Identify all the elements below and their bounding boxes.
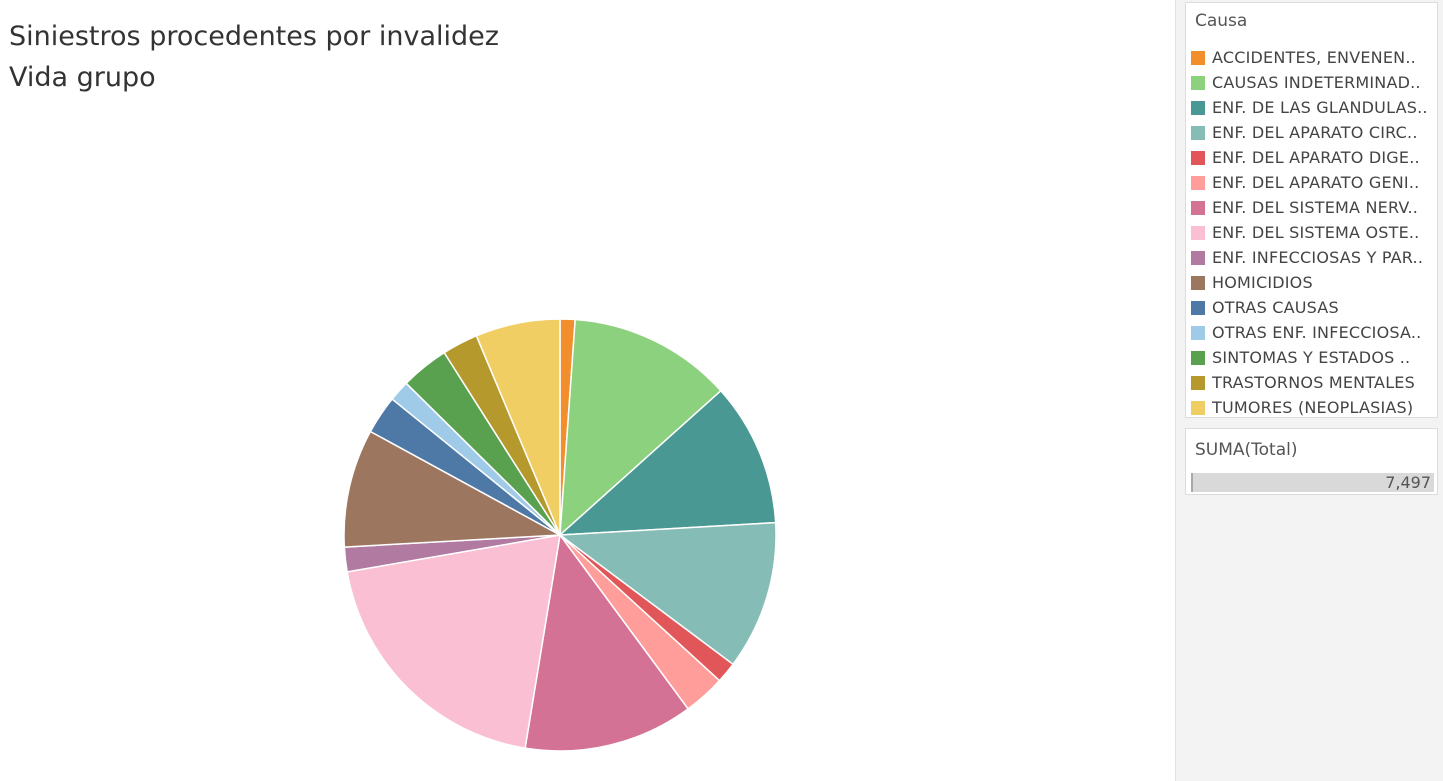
legend-item[interactable]: SINTOMAS Y ESTADOS .. bbox=[1191, 345, 1436, 370]
legend-item[interactable]: OTRAS CAUSAS bbox=[1191, 295, 1436, 320]
pie-slice-enf-del-sistema-nerv[interactable] bbox=[524, 534, 689, 752]
chart-title-line-2: Vida grupo bbox=[9, 62, 156, 93]
sum-filter-slider[interactable]: 7,497 bbox=[1191, 473, 1434, 492]
pie-slice-enf-de-las-glandulas[interactable] bbox=[559, 390, 777, 536]
legend-label: ENF. DEL SISTEMA OSTE.. bbox=[1212, 223, 1420, 242]
legend-item[interactable]: ENF. DEL APARATO CIRC.. bbox=[1191, 120, 1436, 145]
legend-item[interactable]: ACCIDENTES, ENVENEN.. bbox=[1191, 45, 1436, 70]
legend-swatch bbox=[1191, 225, 1205, 240]
legend-label: ENF. DEL SISTEMA NERV.. bbox=[1212, 198, 1419, 217]
legend-item[interactable]: ENF. DEL SISTEMA NERV.. bbox=[1191, 195, 1436, 220]
chart-title-line-1: Siniestros procedentes por invalidez bbox=[9, 21, 499, 52]
legend-item[interactable]: HOMICIDIOS bbox=[1191, 270, 1436, 295]
legend-swatch bbox=[1191, 250, 1205, 265]
legend-label: CAUSAS INDETERMINAD.. bbox=[1212, 73, 1421, 92]
legend-item[interactable]: CAUSAS INDETERMINAD.. bbox=[1191, 70, 1436, 95]
legend-item[interactable]: TRASTORNOS MENTALES bbox=[1191, 370, 1436, 395]
legend-swatch bbox=[1191, 300, 1205, 315]
pie-slice-causas-indeterminad[interactable] bbox=[559, 318, 722, 536]
legend-title: Causa bbox=[1195, 11, 1248, 31]
legend-label: ENF. INFECCIOSAS Y PAR.. bbox=[1212, 248, 1424, 267]
pie-slice-enf-del-sistema-oste[interactable] bbox=[346, 534, 561, 749]
legend-swatch bbox=[1191, 175, 1205, 190]
pie-slice-homicidios[interactable] bbox=[343, 430, 561, 548]
legend-swatch bbox=[1191, 125, 1205, 140]
legend-label: TUMORES (NEOPLASIAS) bbox=[1212, 398, 1414, 417]
legend-swatch bbox=[1191, 75, 1205, 90]
legend-label: ACCIDENTES, ENVENEN.. bbox=[1212, 48, 1416, 67]
sum-filter-value: 7,497 bbox=[1385, 473, 1431, 492]
legend-item[interactable]: TUMORES (NEOPLASIAS) bbox=[1191, 395, 1436, 420]
sum-filter-title: SUMA(Total) bbox=[1195, 440, 1298, 460]
pie-slice-enf-del-aparato-circ[interactable] bbox=[559, 521, 777, 666]
legend-label: ENF. DE LAS GLANDULAS.. bbox=[1212, 98, 1428, 117]
legend-swatch bbox=[1191, 325, 1205, 340]
legend-item[interactable]: ENF. INFECCIOSAS Y PAR.. bbox=[1191, 245, 1436, 270]
legend-label: ENF. DEL APARATO GENI.. bbox=[1212, 173, 1420, 192]
legend-label: SINTOMAS Y ESTADOS .. bbox=[1212, 348, 1411, 367]
legend-label: HOMICIDIOS bbox=[1212, 273, 1313, 292]
legend-swatch bbox=[1191, 50, 1205, 65]
pie-slice-tumores-neoplasias[interactable] bbox=[475, 318, 561, 536]
legend-item[interactable]: ENF. DE LAS GLANDULAS.. bbox=[1191, 95, 1436, 120]
legend-swatch bbox=[1191, 200, 1205, 215]
legend-label: OTRAS CAUSAS bbox=[1212, 298, 1339, 317]
legend-label: ENF. DEL APARATO CIRC.. bbox=[1212, 123, 1418, 142]
legend-swatch bbox=[1191, 400, 1205, 415]
sidebar: Causa ACCIDENTES, ENVENEN.. CAUSAS INDETE… bbox=[1175, 0, 1443, 781]
legend-swatch bbox=[1191, 100, 1205, 115]
legend-item[interactable]: OTRAS ENF. INFECCIOSA.. bbox=[1191, 320, 1436, 345]
legend-swatch bbox=[1191, 275, 1205, 290]
chart-title: Siniestros procedentes por invalidez Vid… bbox=[9, 16, 499, 98]
legend-label: TRASTORNOS MENTALES bbox=[1212, 373, 1415, 392]
legend-swatch bbox=[1191, 350, 1205, 365]
sum-filter-card: SUMA(Total) 7,497 bbox=[1185, 428, 1438, 495]
legend-swatch bbox=[1191, 150, 1205, 165]
legend-swatch bbox=[1191, 375, 1205, 390]
pie-chart bbox=[343, 318, 777, 752]
legend-label: ENF. DEL APARATO DIGE.. bbox=[1212, 148, 1420, 167]
legend-label: OTRAS ENF. INFECCIOSA.. bbox=[1212, 323, 1422, 342]
legend-item[interactable]: ENF. DEL APARATO DIGE.. bbox=[1191, 145, 1436, 170]
legend-item[interactable]: ENF. DEL SISTEMA OSTE.. bbox=[1191, 220, 1436, 245]
legend-list: ACCIDENTES, ENVENEN.. CAUSAS INDETERMINAD… bbox=[1191, 45, 1436, 420]
legend-item[interactable]: ENF. DEL APARATO GENI.. bbox=[1191, 170, 1436, 195]
color-legend: Causa ACCIDENTES, ENVENEN.. CAUSAS INDETE… bbox=[1185, 2, 1438, 418]
